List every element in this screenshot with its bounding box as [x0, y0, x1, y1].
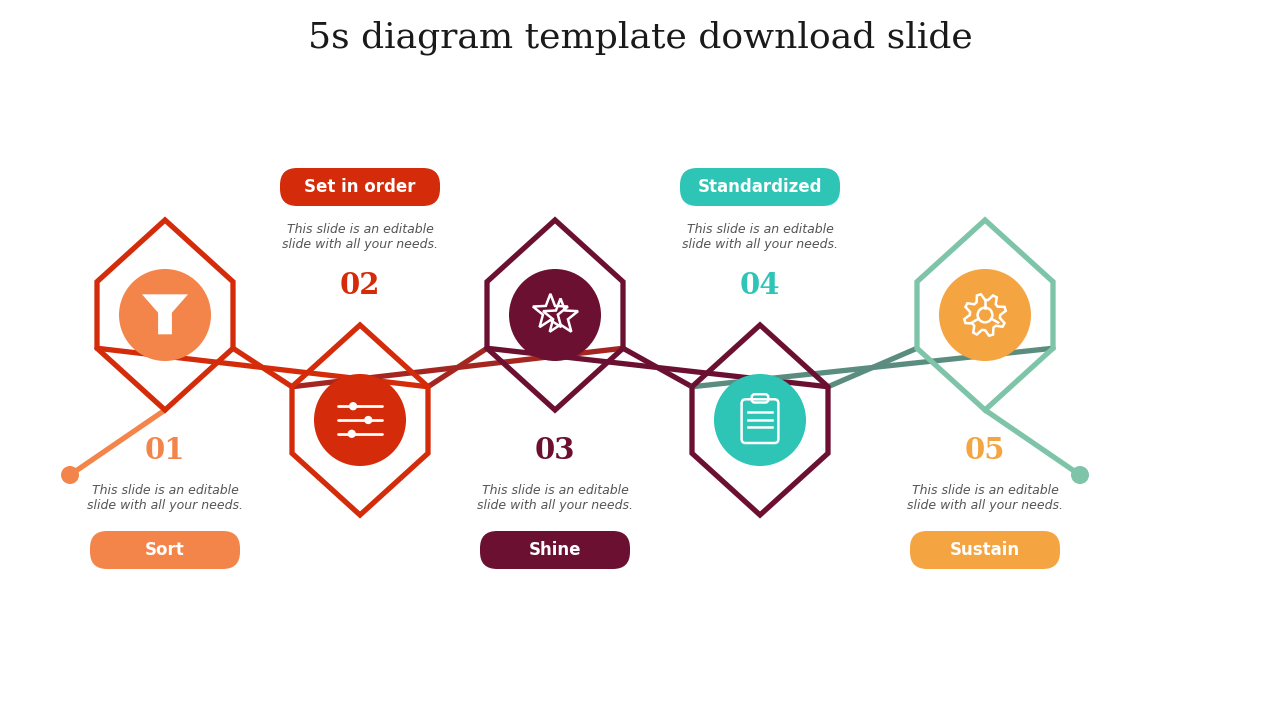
Text: 01: 01: [145, 436, 186, 464]
Text: 02: 02: [339, 271, 380, 300]
Text: Standardized: Standardized: [698, 178, 822, 196]
Circle shape: [349, 402, 357, 410]
Text: Set in order: Set in order: [305, 178, 416, 196]
Text: 03: 03: [535, 436, 575, 464]
Text: This slide is an editable
slide with all your needs.: This slide is an editable slide with all…: [682, 223, 838, 251]
Text: Sustain: Sustain: [950, 541, 1020, 559]
Circle shape: [509, 269, 602, 361]
FancyBboxPatch shape: [480, 531, 630, 569]
Text: Shine: Shine: [529, 541, 581, 559]
Text: 5s diagram template download slide: 5s diagram template download slide: [307, 21, 973, 55]
Polygon shape: [142, 294, 188, 334]
Circle shape: [714, 374, 806, 466]
Text: 04: 04: [740, 271, 781, 300]
Circle shape: [364, 416, 372, 424]
Text: This slide is an editable
slide with all your needs.: This slide is an editable slide with all…: [477, 484, 634, 512]
Circle shape: [119, 269, 211, 361]
Text: This slide is an editable
slide with all your needs.: This slide is an editable slide with all…: [908, 484, 1062, 512]
Circle shape: [348, 430, 356, 438]
Circle shape: [1071, 466, 1089, 484]
Text: Sort: Sort: [145, 541, 184, 559]
FancyBboxPatch shape: [280, 168, 440, 206]
Circle shape: [314, 374, 406, 466]
Circle shape: [61, 466, 79, 484]
Text: 05: 05: [965, 436, 1005, 464]
Text: This slide is an editable
slide with all your needs.: This slide is an editable slide with all…: [282, 223, 438, 251]
FancyBboxPatch shape: [910, 531, 1060, 569]
FancyBboxPatch shape: [90, 531, 241, 569]
Circle shape: [940, 269, 1030, 361]
FancyBboxPatch shape: [680, 168, 840, 206]
Text: This slide is an editable
slide with all your needs.: This slide is an editable slide with all…: [87, 484, 243, 512]
